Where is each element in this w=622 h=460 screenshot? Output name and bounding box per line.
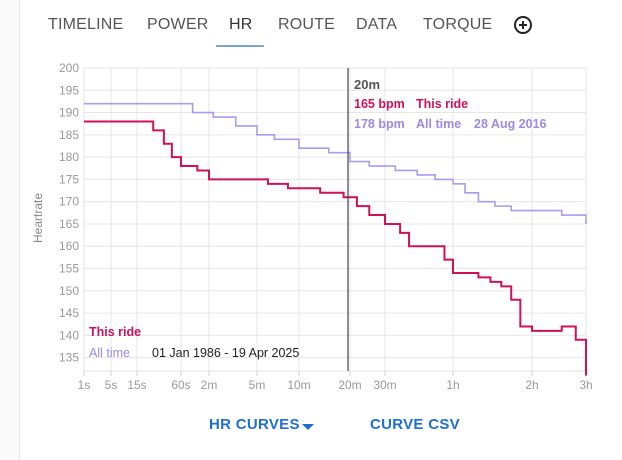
y-tick-label: 175: [59, 172, 79, 186]
y-tick-label: 150: [59, 284, 79, 298]
legend-date-range: 01 Jan 1986 - 19 Apr 2025: [152, 346, 299, 360]
x-tick-label: 1s: [78, 378, 91, 392]
marker-all-time-value: 178 bpm: [354, 117, 405, 131]
chart-lines: [84, 102, 587, 376]
x-tick-label: 2h: [525, 378, 538, 392]
y-tick-label: 140: [59, 328, 79, 342]
y-tick-label: 160: [59, 239, 79, 253]
hr-curves-dropdown[interactable]: HR CURVES: [209, 416, 300, 433]
y-tick-label: 190: [59, 106, 79, 120]
y-tick-label: 185: [59, 128, 79, 142]
tab-torque[interactable]: TORQUE: [423, 16, 493, 33]
tab-power[interactable]: POWER: [147, 16, 209, 33]
y-tick-label: 145: [59, 306, 79, 320]
marker-this-ride-value: 165 bpm: [354, 97, 405, 111]
x-tick-label: 60s: [171, 378, 190, 392]
y-axis-label: Heartrate: [31, 193, 45, 243]
x-tick-label: 5m: [249, 378, 266, 392]
y-tick-label: 170: [59, 195, 79, 209]
marker-all-time-label: All time: [416, 117, 461, 131]
hr-curve-chart[interactable]: 200 195 190 185 180 175 170 165 160 155 150 145 140 1…: [0, 0, 622, 400]
x-tick-label: 1h: [446, 378, 459, 392]
y-tick-label: 135: [59, 351, 79, 365]
x-tick-label: 10m: [287, 378, 310, 392]
tab-bar: TIMELINE POWER HR ROUTE DATA TORQUE: [19, 0, 622, 52]
x-tick-label: 5s: [105, 378, 118, 392]
legend-all-time: All time: [89, 346, 130, 360]
series-line-all-time: [84, 102, 587, 224]
chart-legend: This ride All time 01 Jan 1986 - 19 Apr …: [89, 325, 299, 360]
chart-grid: [83, 67, 587, 372]
marker-all-time-date: 28 Aug 2016: [474, 117, 547, 131]
chevron-down-icon[interactable]: [302, 424, 314, 430]
add-tab-icon[interactable]: [514, 16, 532, 34]
y-tick-label: 155: [59, 262, 79, 276]
x-tick-label: 15s: [127, 378, 146, 392]
tab-route[interactable]: ROUTE: [278, 16, 335, 33]
y-tick-label: 195: [59, 83, 79, 97]
marker-tooltip: 20m 165 bpm This ride 178 bpm All time 2…: [354, 77, 547, 131]
tab-timeline[interactable]: TIMELINE: [48, 16, 124, 33]
y-tick-label: 165: [59, 217, 79, 231]
curve-csv-button[interactable]: CURVE CSV: [370, 416, 460, 433]
x-tick-label: 3h: [579, 378, 592, 392]
x-tick-label: 2m: [201, 378, 218, 392]
tab-data[interactable]: DATA: [356, 16, 398, 33]
marker-this-ride-label: This ride: [416, 97, 468, 111]
y-tick-label: 200: [59, 61, 79, 75]
tab-hr[interactable]: HR: [229, 16, 253, 33]
series-line-this-ride: [84, 120, 587, 376]
content-panel: [19, 0, 622, 460]
plot-frame: [83, 67, 587, 372]
chart-axes: 200 195 190 185 180 175 170 165 160 155 150 145 140 1…: [59, 61, 593, 392]
marker-time-label: 20m: [354, 77, 380, 92]
x-tick-label: 30m: [373, 378, 396, 392]
legend-this-ride: This ride: [89, 325, 141, 339]
active-tab-indicator: [216, 45, 264, 47]
x-tick-label: 20m: [338, 378, 361, 392]
y-tick-label: 180: [59, 150, 79, 164]
